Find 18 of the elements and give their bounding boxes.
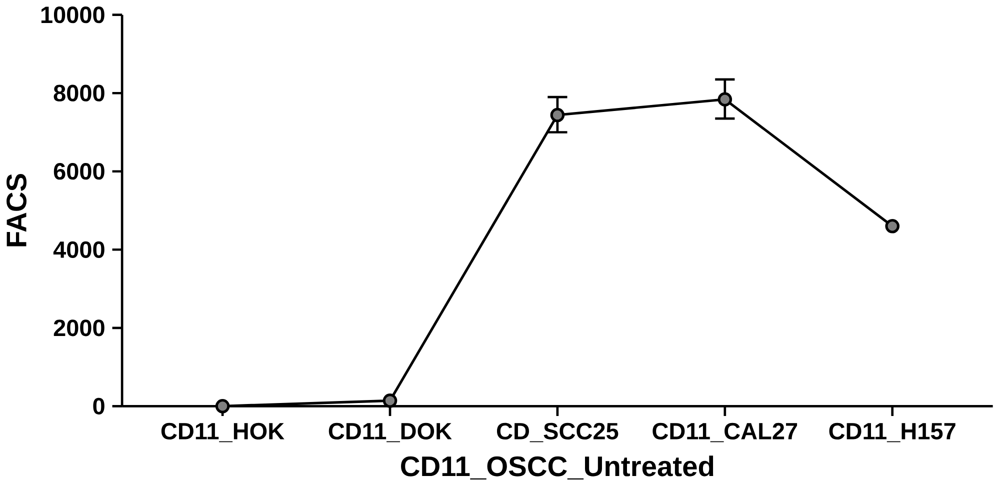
x-tick-label: CD11_H157 bbox=[829, 422, 956, 442]
x-tick-label: CD11_HOK bbox=[161, 422, 284, 442]
y-tick-label: 8000 bbox=[54, 84, 104, 102]
y-tick-label: 0 bbox=[93, 398, 104, 414]
point bbox=[718, 92, 732, 107]
y-axis-title: FACS bbox=[6, 174, 27, 246]
x-axis-title: CD11_OSCC_Untreated bbox=[401, 456, 714, 480]
x-tick-label: CD_SCC25 bbox=[496, 422, 618, 442]
y-tick-label: 2000 bbox=[54, 320, 104, 336]
point bbox=[382, 394, 398, 408]
y-tick-label: 4000 bbox=[53, 241, 104, 258]
point bbox=[550, 108, 565, 122]
x-tick-label: CD11_CAL27 bbox=[652, 422, 798, 442]
point bbox=[885, 218, 900, 234]
y-tick-label: 6000 bbox=[54, 163, 104, 180]
y-tick-label: 10000 bbox=[41, 6, 104, 24]
point bbox=[215, 398, 230, 414]
x-tick-label: CD11_DOK bbox=[328, 422, 452, 442]
